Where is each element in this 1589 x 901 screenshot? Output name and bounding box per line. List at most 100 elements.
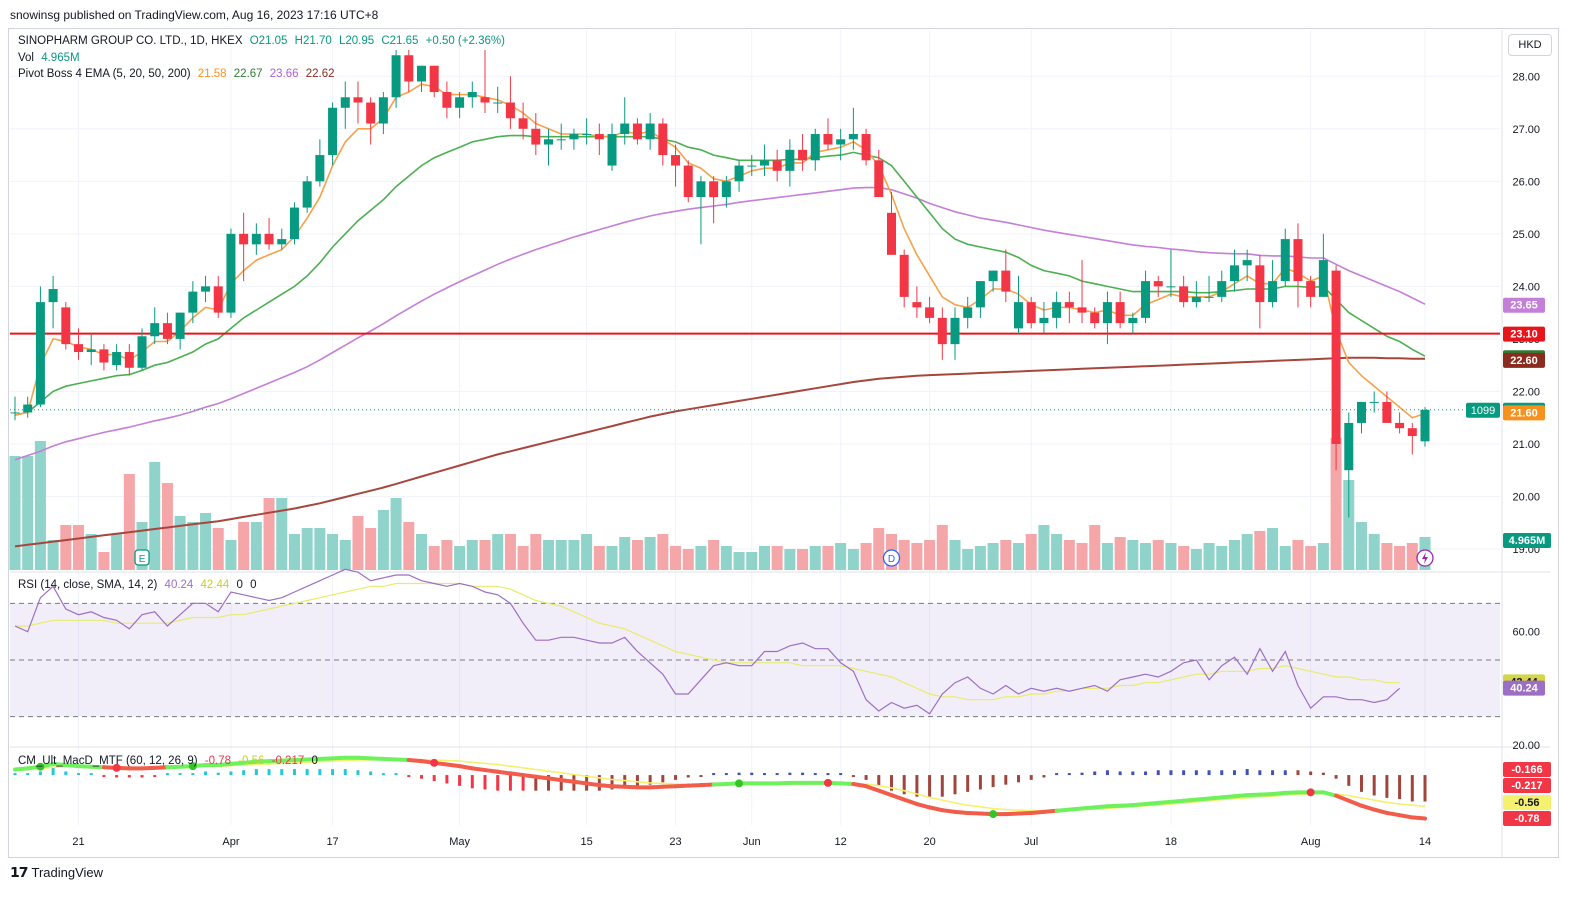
volume-bar <box>924 540 936 570</box>
candle-body <box>658 123 668 156</box>
volume-bar <box>1025 534 1037 570</box>
macd-line-segment <box>698 782 716 788</box>
macd-line-segment <box>1194 796 1212 802</box>
macd-line-segment <box>610 784 627 789</box>
candle-body <box>1064 302 1074 308</box>
candle-body <box>683 165 693 198</box>
candle-body <box>366 102 376 124</box>
macd-histogram-bar <box>77 773 81 776</box>
rsi-label[interactable]: RSI (14, close, SMA, 14, 2) <box>18 579 158 591</box>
macd-histogram-bar <box>191 773 195 776</box>
rsi-tick-label: 20.00 <box>1512 740 1540 752</box>
macd-cross-dot <box>989 810 998 819</box>
macd-histogram-bar <box>1067 773 1071 776</box>
macd-histogram-bar <box>1093 771 1097 776</box>
ema-label[interactable]: Pivot Boss 4 EMA (5, 20, 50, 200) <box>18 68 191 80</box>
macd-histogram-bar <box>127 775 131 778</box>
volume-bar <box>1330 438 1342 570</box>
candle-body <box>1039 317 1049 324</box>
volume-bar <box>479 540 491 570</box>
volume-bar <box>1127 540 1139 570</box>
volume-label[interactable]: Vol <box>18 52 34 64</box>
candle-body <box>1217 281 1227 297</box>
volume-bar <box>365 528 377 570</box>
candle-body <box>975 281 985 308</box>
macd-histogram-bar <box>674 775 678 780</box>
volume-bar <box>1076 543 1088 570</box>
price-tick-label: 24.00 <box>1512 281 1540 293</box>
macd-line-segment <box>216 761 233 768</box>
candle-body <box>1229 265 1239 282</box>
publish-info: snowinsg published on TradingView.com, A… <box>10 8 379 22</box>
volume-bar <box>1241 534 1253 570</box>
macd-line-segment <box>1334 793 1351 803</box>
volume-bar <box>225 540 237 570</box>
macd-histogram-bar <box>686 775 690 778</box>
histogram-value: -0.217 <box>271 755 305 767</box>
volume-bar <box>936 525 948 570</box>
macd-line-segment <box>51 761 68 768</box>
macd-histogram-bar <box>762 773 766 776</box>
volume-bar <box>238 522 250 570</box>
candle-body <box>353 97 363 103</box>
macd-line-segment <box>1257 792 1275 797</box>
macd-line-segment <box>13 766 30 772</box>
macd-line-segment <box>660 784 678 789</box>
macd-histogram-bar <box>242 770 246 776</box>
macd-line-segment <box>1346 798 1364 808</box>
macd-histogram-bar <box>1017 775 1021 783</box>
candle-body <box>1204 296 1214 298</box>
macd-line-segment <box>521 773 538 779</box>
volume-bar <box>517 546 529 570</box>
candle-body <box>582 134 592 136</box>
volume-bar <box>288 534 300 570</box>
macd-line-segment <box>1156 799 1173 805</box>
volume-bar <box>301 528 313 570</box>
volume-bar <box>1228 540 1240 570</box>
macd-histogram-bar <box>394 773 398 776</box>
volume-bar <box>98 552 110 570</box>
volume-bar <box>1343 480 1355 570</box>
symbol-title[interactable]: SINOPHARM GROUP CO. LTD., 1D, HKEX <box>18 35 243 47</box>
macd-line-segment <box>1283 790 1300 795</box>
volume-bar <box>149 462 161 570</box>
rsi-legend: RSI (14, close, SMA, 14, 2) 40.24 42.44 … <box>18 579 261 591</box>
currency-button[interactable]: HKD <box>1508 34 1552 56</box>
macd-histogram-bar <box>1169 770 1173 776</box>
candle-body <box>912 302 922 308</box>
macd-label[interactable]: CM_Ult_MacD_MTF (60, 12, 26, 9) <box>18 755 198 767</box>
candle-body <box>480 97 490 103</box>
macd-line-segment <box>254 759 272 764</box>
volume-bar <box>822 546 834 570</box>
candle-body <box>1407 428 1417 437</box>
macd-line-segment <box>559 778 576 784</box>
candle-body <box>963 307 973 318</box>
macd-histogram-bar <box>1220 770 1224 776</box>
macd-cross-dot <box>188 762 197 771</box>
macd-line-segment <box>648 784 665 790</box>
candle-body <box>1356 401 1366 423</box>
macd-badge <box>1503 795 1551 810</box>
candle-body <box>1344 422 1354 471</box>
macd-histogram-bar <box>1423 775 1427 802</box>
earnings-marker <box>134 549 150 566</box>
volume-bar <box>9 456 21 570</box>
macd-line-segment <box>1384 810 1402 818</box>
ema-legend: Pivot Boss 4 EMA (5, 20, 50, 200) 21.58 … <box>18 68 339 80</box>
volume-bar <box>111 534 123 570</box>
volume-bar <box>708 540 720 570</box>
volume-bar <box>682 549 694 570</box>
macd-histogram-bar <box>1321 772 1325 776</box>
volume-bar <box>327 534 339 570</box>
macd-line-segment <box>165 764 183 770</box>
macd-line-segment <box>495 769 513 776</box>
time-tick-label: Jun <box>743 836 761 848</box>
volume-bar <box>1406 543 1418 570</box>
candle-body <box>772 160 782 171</box>
macd-histogram-bar <box>153 775 157 778</box>
time-tick-label: 17 <box>326 836 338 848</box>
footer-brand[interactable]: 𝟭𝟳 TradingView <box>10 864 103 881</box>
volume-bar <box>962 549 974 570</box>
rsi-band-fill <box>10 603 1500 717</box>
